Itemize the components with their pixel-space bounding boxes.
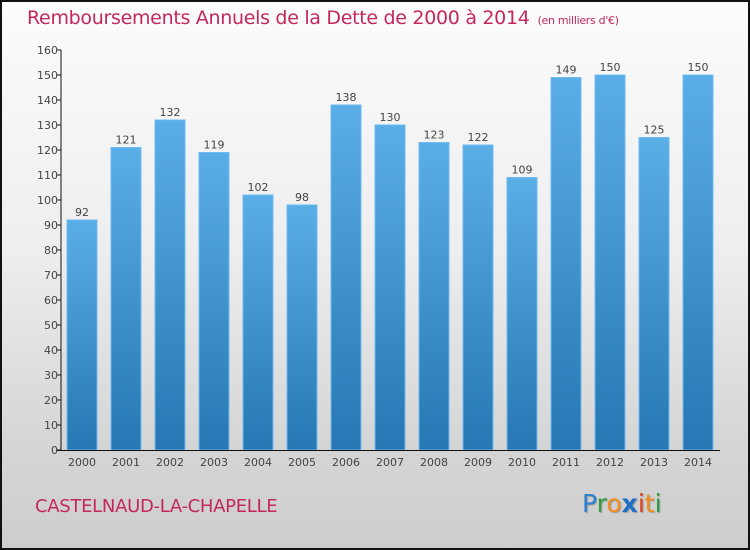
bar-value-label: 102	[248, 181, 269, 194]
y-tick-label: 0	[51, 444, 58, 457]
y-tick-label: 40	[44, 344, 58, 357]
bar	[286, 204, 318, 451]
bar	[682, 74, 714, 451]
x-tick-label: 2004	[244, 456, 272, 469]
bar	[418, 142, 450, 451]
y-tick-label: 100	[37, 194, 58, 207]
y-tick-label: 130	[37, 119, 58, 132]
bar-value-label: 125	[644, 124, 665, 137]
bar-value-label: 92	[75, 206, 89, 219]
bar-value-label: 150	[600, 61, 621, 74]
x-tick-label: 2000	[68, 456, 96, 469]
x-tick-label: 2010	[508, 456, 536, 469]
chart-title-text: Remboursements Annuels de la Dette de 20…	[27, 7, 530, 29]
bar	[550, 77, 582, 451]
y-axis: 0 10 20 30 40 50 60 70 80 90 100 110 120 130 140 150 160	[37, 44, 62, 457]
y-tick-label: 20	[44, 394, 58, 407]
y-tick-label: 70	[44, 269, 58, 282]
bar	[242, 194, 274, 451]
x-tick-label: 2001	[112, 456, 140, 469]
bar	[66, 219, 98, 451]
bar-value-label: 138	[336, 91, 357, 104]
bars: 92 121 132 119 102 98 138 130 123 122 109 149 150 125…	[66, 61, 714, 451]
x-tick-label: 2011	[552, 456, 580, 469]
bar-value-label: 150	[688, 61, 709, 74]
commune-name: CASTELNAUD-LA-CHAPELLE	[35, 496, 278, 517]
proxiti-logo[interactable]: Proxiti	[582, 489, 662, 518]
bar	[638, 137, 670, 451]
chart-subtitle: (en milliers d'€)	[537, 14, 619, 27]
y-tick-label: 110	[37, 169, 58, 182]
logo-letter: t	[644, 489, 655, 518]
bar-value-label: 149	[556, 64, 577, 77]
y-tick-label: 80	[44, 244, 58, 257]
bar	[110, 147, 142, 451]
y-tick-label: 140	[37, 94, 58, 107]
x-tick-label: 2014	[684, 456, 712, 469]
y-tick-label: 50	[44, 319, 58, 332]
bar	[594, 74, 626, 451]
x-tick-label: 2006	[332, 456, 360, 469]
logo-letter: i	[637, 489, 645, 518]
y-tick-label: 90	[44, 219, 58, 232]
x-tick-label: 2005	[288, 456, 316, 469]
y-tick-label: 60	[44, 294, 58, 307]
x-tick-label: 2007	[376, 456, 404, 469]
y-tick-label: 150	[37, 69, 58, 82]
logo-letter: r	[596, 489, 607, 518]
x-tick-label: 2009	[464, 456, 492, 469]
logo-letter: P	[582, 489, 597, 518]
logo-letter: x	[621, 489, 638, 518]
x-tick-label: 2008	[420, 456, 448, 469]
y-tick-label: 30	[44, 369, 58, 382]
bar-value-label: 132	[160, 106, 181, 119]
y-tick-label: 10	[44, 419, 58, 432]
bar	[506, 177, 538, 451]
chart-title: Remboursements Annuels de la Dette de 20…	[27, 7, 619, 29]
x-tick-label: 2002	[156, 456, 184, 469]
bar-value-label: 119	[204, 139, 225, 152]
x-tick-label: 2013	[640, 456, 668, 469]
x-axis: 2000 2001 2002 2003 2004 2005 2006 2007 2008 2009…	[57, 450, 720, 469]
bar	[462, 144, 494, 451]
bar-value-label: 123	[424, 129, 445, 142]
logo-letter: i	[654, 489, 662, 518]
bar-value-label: 109	[512, 164, 533, 177]
bar	[198, 152, 230, 451]
y-tick-label: 120	[37, 144, 58, 157]
bar	[330, 104, 362, 451]
x-tick-label: 2012	[596, 456, 624, 469]
x-tick-label: 2003	[200, 456, 228, 469]
logo-letter: o	[606, 489, 622, 518]
y-tick-label: 160	[37, 44, 58, 57]
bar-value-label: 122	[468, 131, 489, 144]
bar	[154, 119, 186, 451]
bar-value-label: 98	[295, 191, 309, 204]
bar-value-label: 130	[380, 111, 401, 124]
bar	[374, 124, 406, 451]
bar-value-label: 121	[116, 134, 137, 147]
